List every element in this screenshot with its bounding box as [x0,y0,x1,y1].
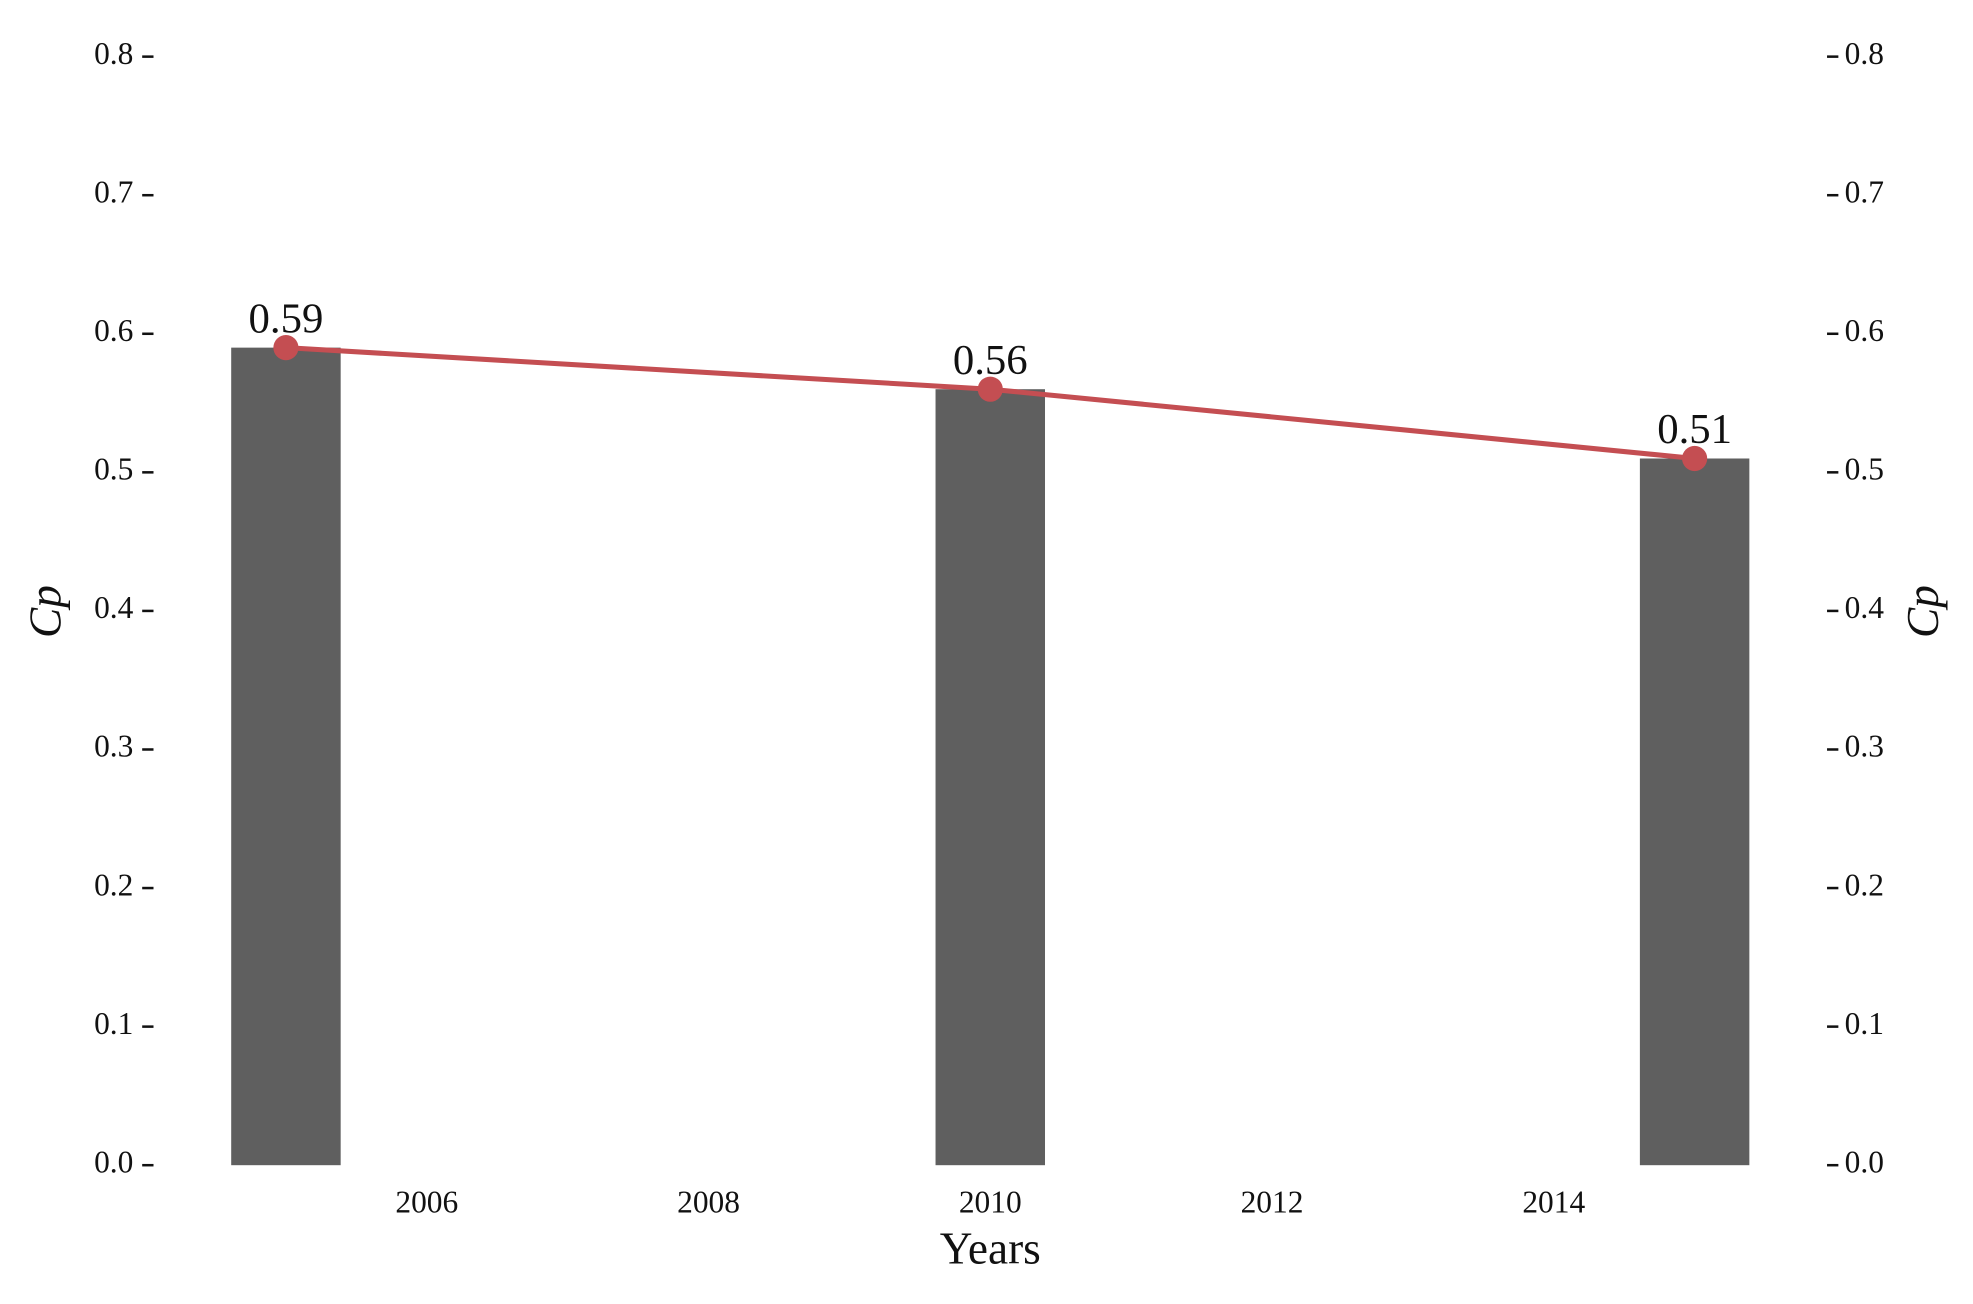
y-tick-label: 0.2 [94,867,133,902]
value-label: 0.51 [1657,406,1732,453]
x-tick-label: 2014 [1522,1185,1585,1220]
y2-tick-label: 0.0 [1845,1144,1884,1179]
bar [935,389,1046,1166]
y2-tick-label: 0.8 [1845,36,1884,71]
y-tick-label: 0.4 [94,590,134,625]
value-label: 0.56 [953,337,1028,384]
y-tick-label: 0.0 [94,1144,133,1179]
point [273,335,299,361]
y-tick-label: 0.8 [94,36,133,71]
y2-tick-label: 0.2 [1845,867,1884,902]
y2-tick-label: 0.5 [1845,452,1884,487]
y-tick-label: 0.7 [94,174,133,209]
x-tick-label: 2010 [959,1185,1022,1220]
x-tick-label: 2012 [1241,1185,1304,1220]
y-tick-label: 0.5 [94,452,133,487]
x-tick-label: 2006 [395,1185,458,1220]
y2-axis-label: Cp [1898,585,1948,638]
y-tick-label: 0.6 [94,313,133,348]
value-label: 0.59 [249,295,324,342]
point [977,376,1003,402]
y-tick-label: 0.3 [94,729,133,764]
x-tick-label: 2008 [677,1185,740,1220]
y2-tick-label: 0.4 [1845,590,1885,625]
y-tick-label: 0.1 [94,1006,133,1041]
y2-tick-label: 0.1 [1845,1006,1884,1041]
y-axis-label: Cp [21,585,71,638]
x-axis-label: Years [940,1224,1041,1274]
point [1682,445,1708,472]
bar [1639,458,1750,1166]
y2-tick-label: 0.3 [1845,729,1884,764]
bar [231,347,341,1166]
y2-tick-label: 0.6 [1845,313,1884,348]
y2-tick-label: 0.7 [1845,174,1884,209]
